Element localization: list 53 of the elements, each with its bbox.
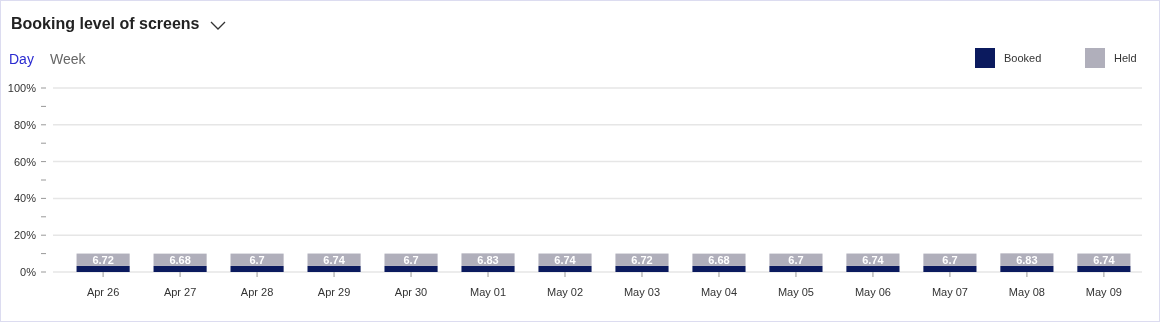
x-tick-label: May 08 (1008, 286, 1045, 298)
text: Day (9, 51, 34, 67)
chart-title: Booking level of screens (11, 15, 200, 32)
data-label: 6.72 (631, 253, 653, 266)
x-tick-label: May 09 (1085, 286, 1122, 298)
data-label: 6.83 (1016, 253, 1038, 266)
bar (76, 265, 130, 272)
x-tick-label: May 04 (700, 286, 738, 298)
x-tick-label: May 02 (546, 286, 584, 298)
y-tick-label: 100% (7, 82, 37, 94)
bar (923, 265, 977, 272)
bar (153, 265, 207, 272)
x-tick-label: Apr 30 (394, 286, 428, 298)
y-tick-label: 80% (13, 118, 37, 131)
data-label: 6.7 (403, 253, 419, 266)
data-label: 6.74 (323, 253, 346, 266)
bar (769, 265, 823, 272)
data-label: 6.74 (862, 253, 885, 266)
x-tick-label: May 06 (854, 286, 891, 298)
y-tick-label: 0% (20, 266, 37, 278)
text: Week (50, 51, 87, 67)
bar (230, 265, 284, 272)
data-label: 6.7 (788, 253, 804, 266)
bar (1000, 265, 1054, 272)
y-tick-label: 20% (13, 229, 37, 242)
bar (1077, 265, 1131, 272)
x-tick-label: Apr 27 (163, 286, 197, 298)
x-tick-label: May 05 (777, 286, 814, 298)
bar (846, 265, 900, 272)
bar (615, 265, 669, 272)
data-label: 6.74 (554, 253, 577, 266)
bar (461, 265, 515, 272)
y-tick-label: 60% (13, 155, 37, 168)
data-label: 6.72 (92, 253, 114, 266)
x-tick-label: May 03 (623, 286, 661, 298)
legend-label: Held (1114, 52, 1137, 64)
data-label: 6.7 (942, 253, 958, 266)
data-label: 6.68 (708, 253, 730, 266)
x-tick-label: Apr 28 (240, 286, 274, 298)
x-tick-label: May 07 (931, 286, 968, 298)
x-tick-label: Apr 29 (317, 286, 351, 298)
bar (538, 265, 592, 272)
data-label: 6.7 (249, 253, 265, 266)
data-label: 6.68 (169, 253, 191, 266)
y-tick-label: 40% (13, 192, 37, 205)
x-tick-label: Apr 26 (86, 286, 120, 298)
bar (692, 265, 746, 272)
data-label: 6.74 (1093, 253, 1116, 266)
bar (307, 265, 361, 272)
data-label: 6.83 (477, 253, 499, 266)
x-tick-label: May 01 (469, 286, 507, 298)
legend-label: Booked (1004, 52, 1042, 64)
bar (384, 265, 438, 272)
